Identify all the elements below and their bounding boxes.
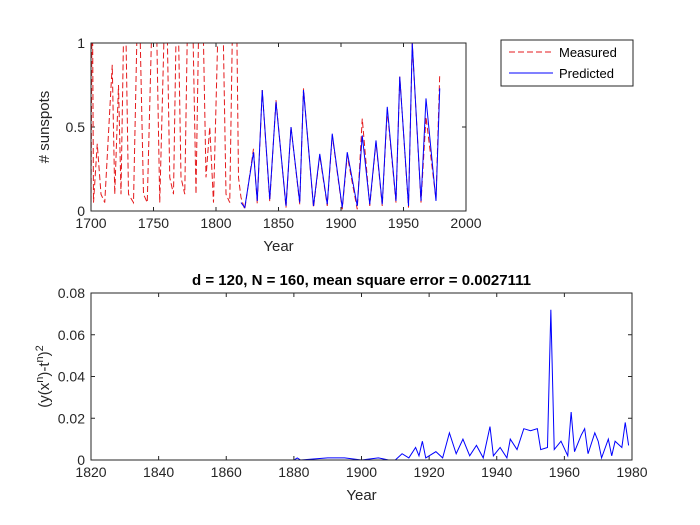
x-tick-label: 1960	[549, 464, 580, 480]
y-tick-label: 0.5	[66, 119, 86, 135]
y-tick-label: 0	[77, 452, 85, 468]
x-tick-label: 1860	[211, 464, 242, 480]
y-axis-label-part: )-t	[36, 362, 53, 377]
y-axis-label-part: # sunspots	[36, 91, 53, 164]
x-tick-label: 1920	[414, 464, 445, 480]
chart-title: d = 120, N = 160, mean square error = 0.…	[192, 272, 531, 289]
x-tick-label: 2000	[450, 215, 481, 231]
x-tick-label: 1850	[263, 215, 294, 231]
x-tick-label: 1700	[75, 215, 106, 231]
plot-area	[91, 293, 632, 460]
x-tick-label: 1820	[75, 464, 106, 480]
y-axis-label-part: (y(x	[36, 382, 53, 407]
x-tick-label: 1900	[325, 215, 356, 231]
x-tick-label: 1840	[143, 464, 174, 480]
y-axis-label-part: 2	[34, 345, 46, 351]
axes-box	[90, 42, 467, 212]
x-tick-label: 1950	[388, 215, 419, 231]
legend: Measured Predicted	[500, 39, 634, 87]
x-axis-label: Year	[263, 238, 293, 255]
legend-label: Predicted	[559, 66, 614, 81]
data-line	[240, 43, 441, 209]
x-tick-label: 1900	[346, 464, 377, 480]
y-tick-label: 0	[77, 203, 85, 219]
y-tick-label: 1	[77, 35, 85, 51]
axes-box	[90, 292, 633, 461]
x-tick-label: 1980	[616, 464, 647, 480]
y-axis-label-part: n	[34, 356, 46, 362]
x-tick-label: 1750	[138, 215, 169, 231]
y-axis-label: (y(xn)-tn)2	[34, 345, 53, 408]
legend-label: Measured	[559, 45, 617, 60]
y-tick-label: 0.04	[58, 369, 85, 385]
data-line	[91, 43, 441, 211]
legend-box	[500, 39, 634, 87]
x-tick-label: 1800	[200, 215, 231, 231]
y-tick-label: 0.02	[58, 410, 85, 426]
y-tick-label: 0.06	[58, 327, 85, 343]
x-tick-label: 1880	[278, 464, 309, 480]
y-axis-label: # sunspots	[36, 91, 53, 164]
x-tick-label: 1940	[481, 464, 512, 480]
y-axis-label-part: n	[34, 377, 46, 383]
y-tick-label: 0.08	[58, 285, 85, 301]
y-axis-label-part: )	[36, 351, 53, 356]
x-axis-label: Year	[346, 487, 376, 504]
